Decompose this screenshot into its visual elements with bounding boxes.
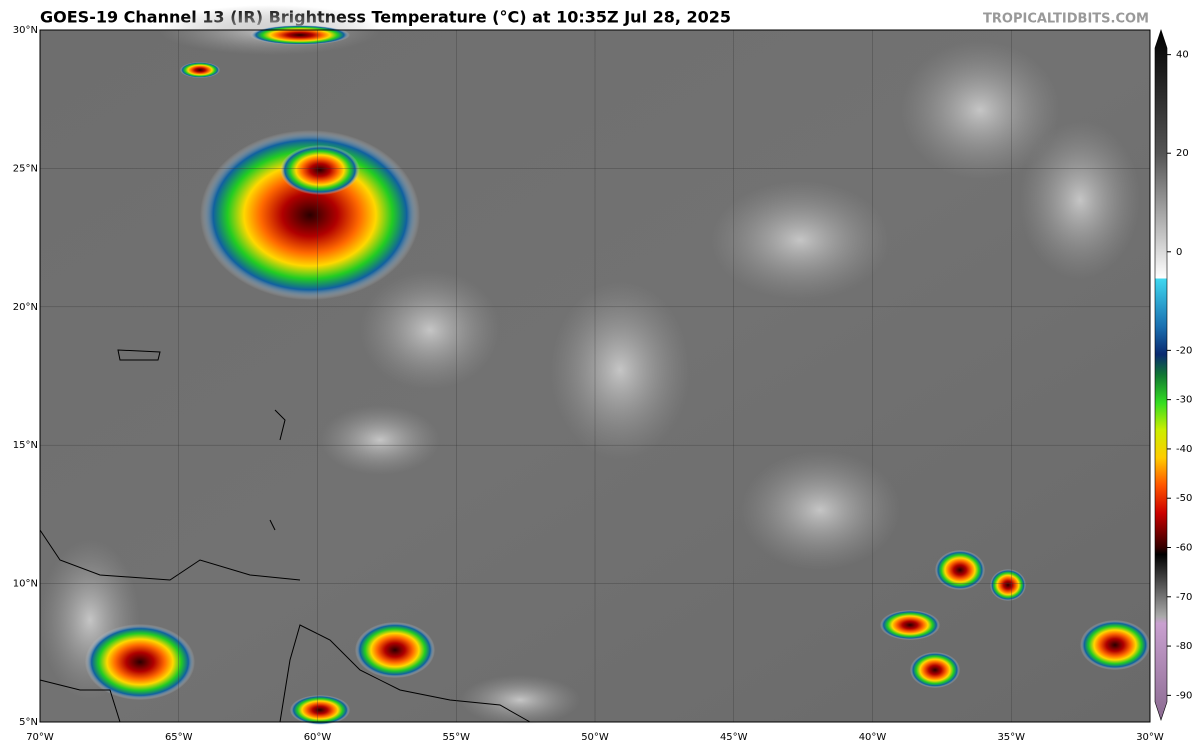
colorbar-label: 40 (1176, 50, 1189, 61)
map-frame (39, 29, 1151, 723)
colorbar-label: -30 (1176, 395, 1192, 406)
lon-label: 55°W (442, 732, 470, 743)
colorbar-label: -60 (1176, 543, 1192, 554)
lat-label: 15°N (13, 440, 38, 451)
lat-label: 10°N (13, 579, 38, 590)
colorbar-label: 20 (1176, 148, 1189, 159)
colorbar-label: -80 (1176, 641, 1192, 652)
lat-label: 25°N (13, 163, 38, 174)
lon-label: 40°W (859, 732, 887, 743)
lon-label: 65°W (165, 732, 193, 743)
lon-label: 30°W (1136, 732, 1164, 743)
colorbar-label: -70 (1176, 592, 1192, 603)
lon-label: 60°W (304, 732, 332, 743)
title: GOES-19 Channel 13 (IR) Brightness Tempe… (40, 8, 731, 27)
lat-label: 5°N (19, 717, 38, 728)
lat-label: 30°N (13, 25, 38, 36)
colorbar-label: -90 (1176, 690, 1192, 701)
colorbar (1154, 29, 1168, 721)
lon-label: 50°W (581, 732, 609, 743)
lat-label: 20°N (13, 302, 38, 313)
colorbar-label: -20 (1176, 345, 1192, 356)
lon-label: 70°W (26, 732, 54, 743)
colorbar-label: 0 (1176, 247, 1182, 258)
lon-label: 35°W (997, 732, 1025, 743)
colorbar-label: -40 (1176, 444, 1192, 455)
colorbar-label: -50 (1176, 493, 1192, 504)
lon-label: 45°W (720, 732, 748, 743)
credit: TROPICALTIDBITS.COM (983, 12, 1149, 27)
